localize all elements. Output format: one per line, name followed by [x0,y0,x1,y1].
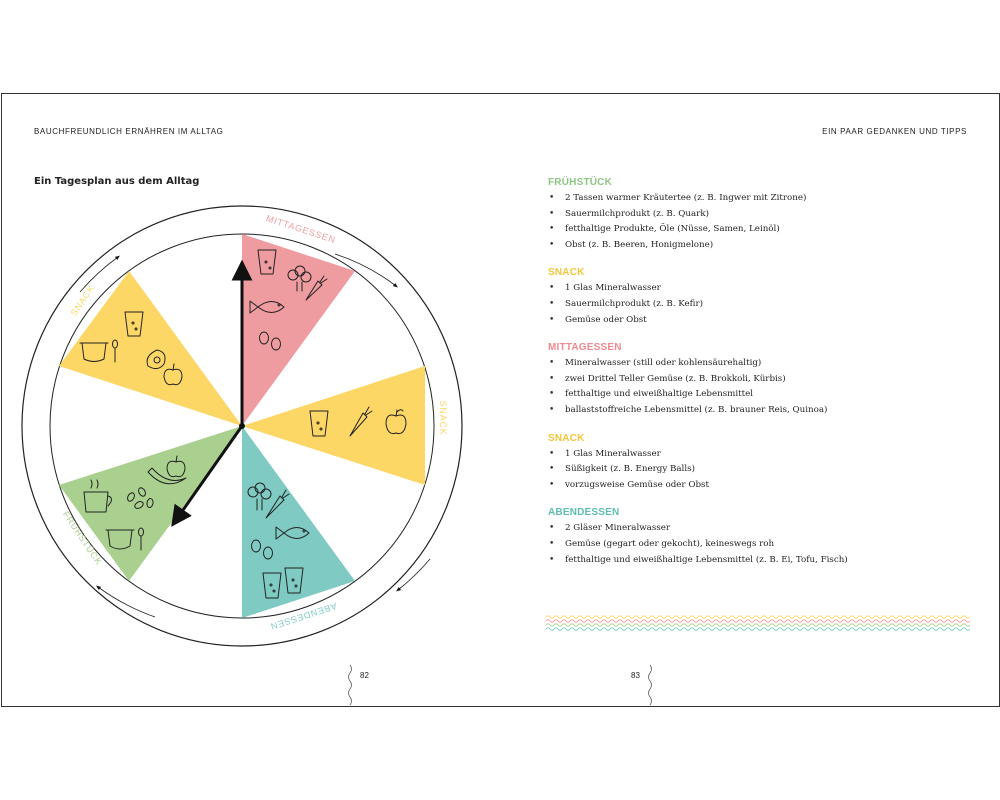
section-items: Mineralwasser (still oder kohlensäurehal… [548,356,978,418]
list-item: 1 Glas Mineralwasser [548,447,978,463]
list-item: Gemüse (gegart oder gekocht), keineswegs… [548,537,978,553]
page-title: Ein Tagesplan aus dem Alltag [34,176,200,187]
list-item: ballaststoffreiche Lebensmittel (z. B. b… [548,403,978,419]
meal-section: SNACK 1 Glas MineralwasserSauermilchprodu… [548,267,978,328]
meal-section: MITTAGESSEN Mineralwasser (still oder koh… [548,342,978,418]
spoon-icon [112,339,118,363]
list-item: fetthaltige und eiweißhaltige Lebensmitt… [548,387,978,403]
list-item: zwei Drittel Teller Gemüse (z. B. Brokko… [548,372,978,388]
list-item: vorzugsweise Gemüse oder Obst [548,478,978,494]
list-item: Sauermilchprodukt (z. B. Kefir) [548,297,978,313]
carrot-icon [305,275,328,301]
meal-section: SNACK 1 Glas MineralwasserSüßigkeit (z. B… [548,433,978,494]
apple-icon [163,363,183,386]
broccoli-icon [247,482,272,511]
seeds-icon [127,487,154,509]
section-items: 2 Tassen warmer Kräutertee (z. B. Ingwer… [548,191,978,253]
cycle-arrow-icon [334,253,398,288]
list-item: Gemüse oder Obst [548,313,978,329]
spoon-icon [138,527,144,551]
banana-icon [147,467,187,485]
list-item: Süßigkeit (z. B. Energy Balls) [548,462,978,478]
glass-icon [124,311,144,337]
list-item: 2 Gläser Mineralwasser [548,521,978,537]
eggs-icon [259,331,281,351]
broccoli-icon [287,265,312,292]
carrot-icon [349,406,373,437]
segment-snack-left [59,271,242,426]
list-item: fetthaltige und eiweißhaltige Lebensmitt… [548,553,978,569]
section-title: MITTAGESSEN [548,342,622,354]
section-title: SNACK [548,432,585,444]
wheel-label-snack-right: SNACK [438,400,448,435]
eggs-icon [251,539,273,560]
list-item: fetthaltige Produkte, Öle (Nüsse, Samen,… [548,222,978,238]
cycle-arrow-icon [79,255,120,293]
cycle-arrow-icon [396,558,431,592]
meal-section: ABENDESSEN 2 Gläser MineralwasserGemüse (… [548,507,978,568]
section-title: SNACK [548,267,585,279]
cycle-arrow-icon [96,585,156,618]
bowl-icon [105,529,135,550]
list-item: Sauermilchprodukt (z. B. Quark) [548,207,978,223]
segment-fruehstueck [59,426,242,581]
segment-abendessen [242,426,355,618]
glass-icon [262,572,282,599]
outer-ring [21,205,463,647]
list-item: Obst (z. B. Beeren, Honigmelone) [548,238,978,254]
fish-icon [275,526,310,540]
glass-icon [257,249,277,275]
page-number-right: 83 [631,671,640,680]
segment-snack-right [242,366,425,485]
apple-icon [385,409,407,435]
section-items: 1 Glas MineralwasserSauermilchprodukt (z… [548,281,978,328]
running-header-left: BAUCHFREUNDLICH ERNÄHREN IM ALLTAG [34,127,224,136]
clock-hand-short [171,425,244,527]
meal-section: FRÜHSTÜCK 2 Tassen warmer Kräutertee (z. … [548,177,978,253]
list-item: 1 Glas Mineralwasser [548,281,978,297]
section-items: 1 Glas MineralwasserSüßigkeit (z. B. Ene… [548,447,978,494]
running-header-right: EIN PAAR GEDANKEN UND TIPPS [822,127,967,136]
meal-plan-list: FRÜHSTÜCK 2 Tassen warmer Kräutertee (z. … [548,177,978,582]
clock-center [239,423,245,429]
list-item: Mineralwasser (still oder kohlensäurehal… [548,356,978,372]
glass-icon [284,567,304,594]
glass-icon [309,410,329,437]
avocado-icon [146,349,166,370]
cup-icon [83,479,112,513]
section-title: FRÜHSTÜCK [548,177,613,188]
apple-icon [166,455,186,478]
bowl-icon [79,342,109,362]
page-number-left: 82 [360,671,369,680]
segment-mittagessen [242,234,355,426]
section-items: 2 Gläser MineralwasserGemüse (gegart ode… [548,521,978,568]
carrot-icon [265,489,290,519]
list-item: 2 Tassen warmer Kräutertee (z. B. Ingwer… [548,191,978,207]
fish-icon [249,300,285,314]
section-title: ABENDESSEN [548,507,620,519]
